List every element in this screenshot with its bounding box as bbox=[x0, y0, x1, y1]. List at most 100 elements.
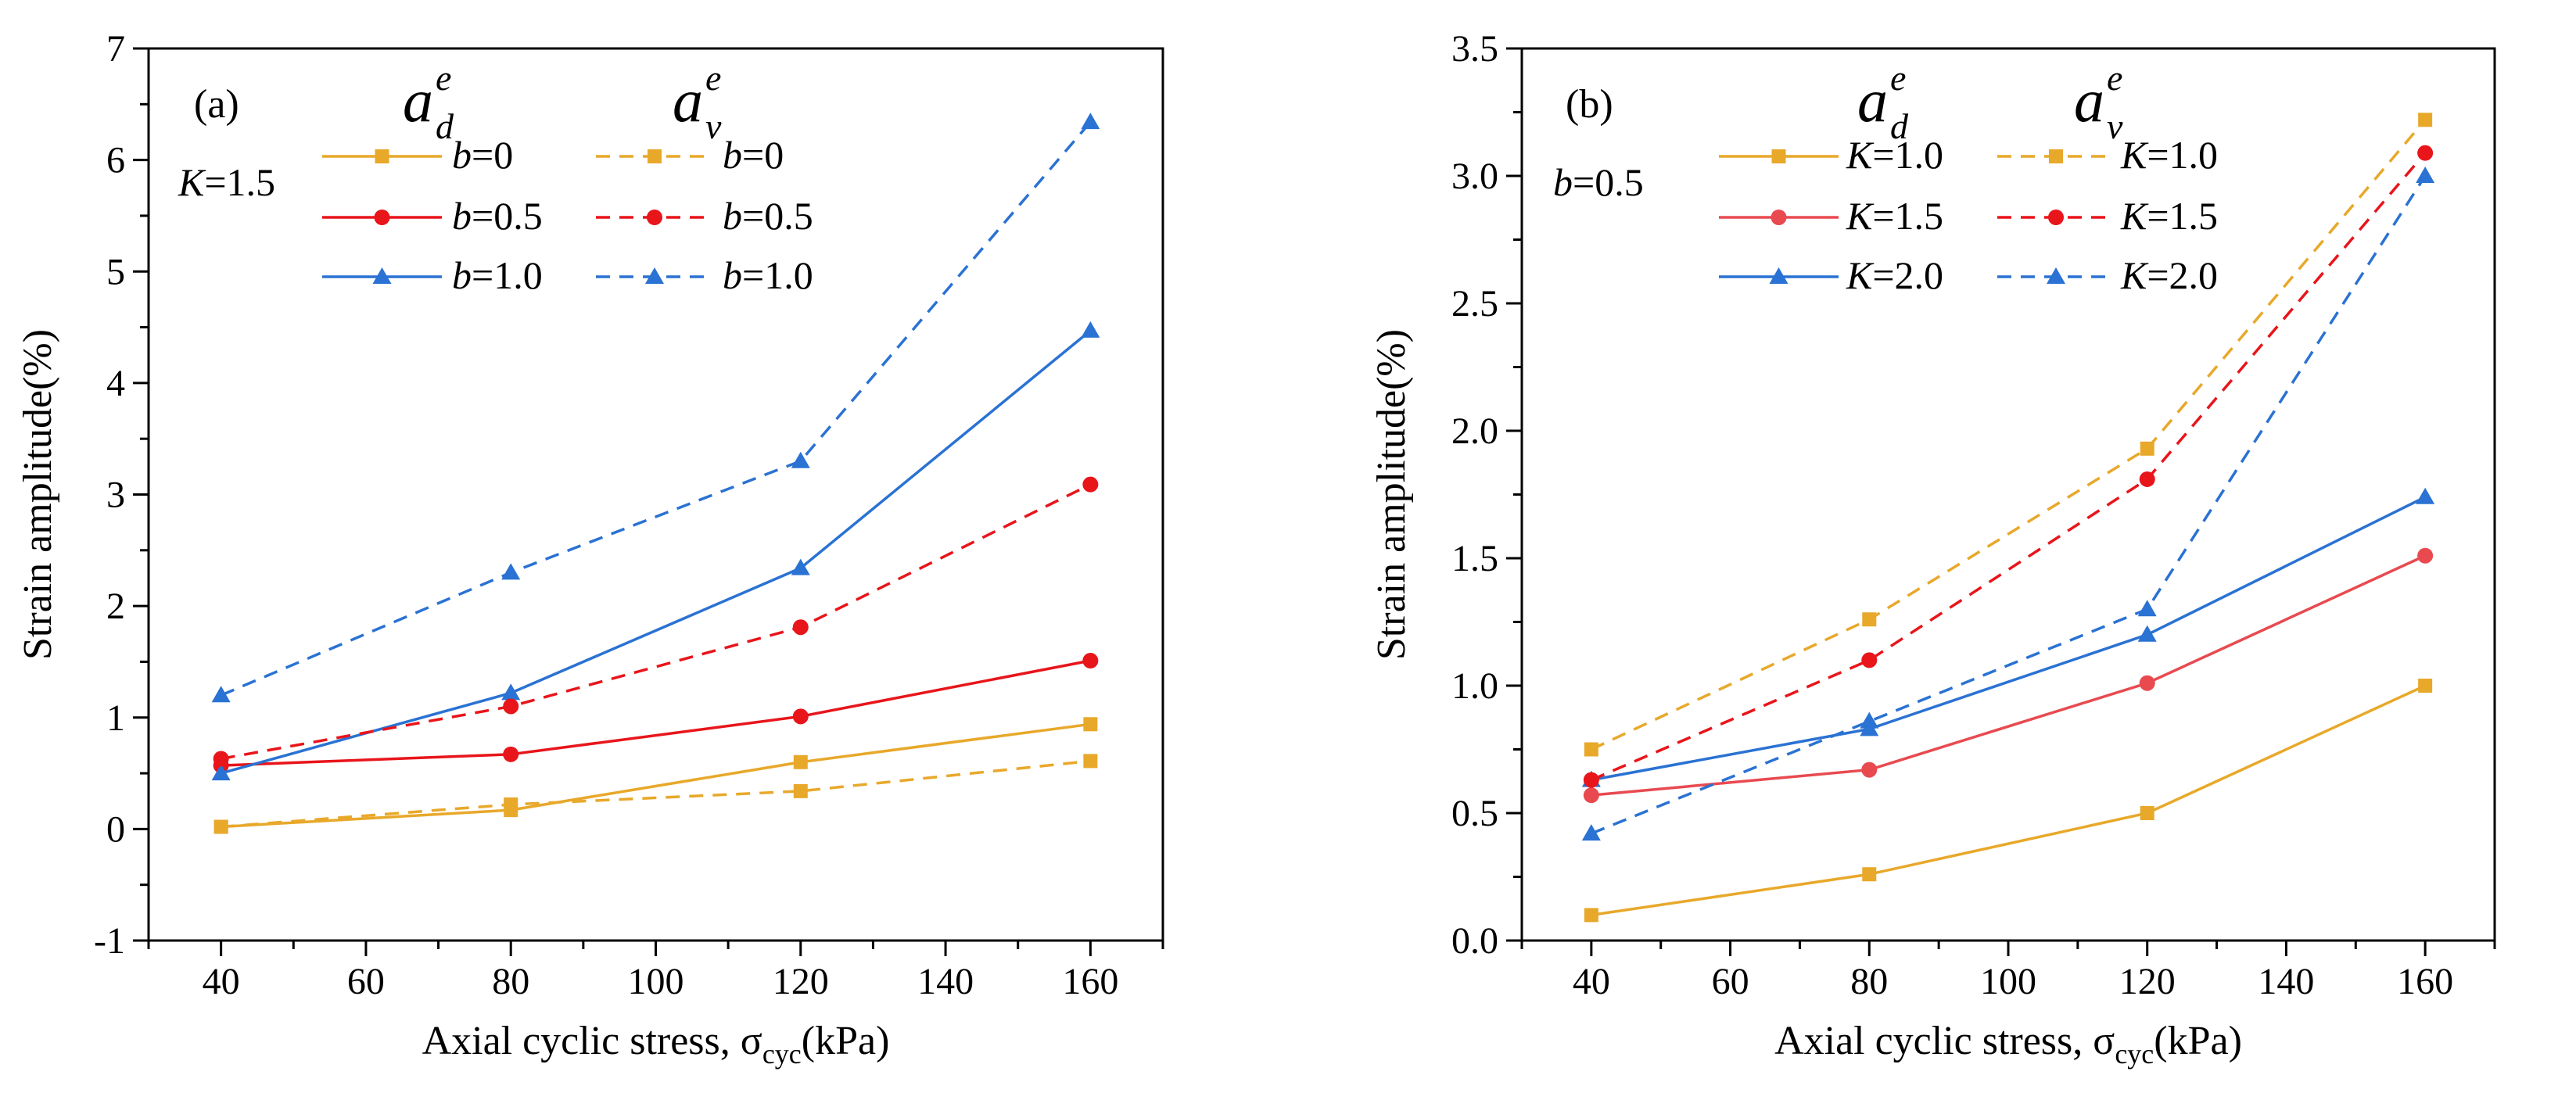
legend-header-1: a ed bbox=[403, 58, 454, 146]
series-1 bbox=[1584, 679, 2433, 923]
y-axis-title: Strain amplitude(%) bbox=[16, 329, 60, 660]
data-point bbox=[1861, 652, 1878, 668]
data-point bbox=[504, 797, 518, 812]
legend-entry: b=1.0 bbox=[322, 253, 543, 297]
data-point bbox=[2139, 675, 2155, 691]
legend-entry: b=0.5 bbox=[322, 194, 543, 238]
data-point bbox=[1581, 824, 1601, 841]
series-line bbox=[1591, 684, 2426, 917]
legend-marker bbox=[647, 210, 662, 225]
y-tick-label: 2.5 bbox=[1451, 283, 1498, 324]
header-subscript: d bbox=[1890, 106, 1909, 146]
data-point bbox=[211, 764, 231, 781]
series-line bbox=[221, 483, 1092, 761]
legend-entry: K=1.5 bbox=[1719, 194, 1943, 238]
chart-panel-2: 40 60 80 100 120 140 160 0.0 0.5 1.0 1.5 2.0 2.5 3.0 3… bbox=[1369, 28, 2496, 1070]
series-line bbox=[1591, 496, 2426, 782]
legend-label: K=1.0 bbox=[1846, 133, 1943, 177]
legend-marker bbox=[374, 210, 390, 225]
y-tick-label: 3 bbox=[106, 475, 125, 516]
data-point bbox=[501, 683, 521, 701]
data-point bbox=[793, 754, 808, 769]
header-symbol: a bbox=[1857, 66, 1888, 134]
y-tick-label: 4 bbox=[106, 363, 125, 404]
parameter-note: K=1.5 bbox=[178, 160, 275, 204]
x-tick-label: 80 bbox=[492, 961, 529, 1002]
header-superscript: e bbox=[436, 58, 451, 98]
data-point bbox=[792, 619, 809, 636]
legend-marker bbox=[645, 267, 664, 284]
panel-label: (b) bbox=[1566, 82, 1613, 127]
y-tick-label: 1.5 bbox=[1451, 538, 1498, 579]
legend-marker bbox=[2048, 210, 2064, 225]
legend-label: K=1.5 bbox=[2120, 194, 2218, 238]
data-point bbox=[1583, 772, 1599, 788]
plot-frame bbox=[1520, 47, 2496, 942]
legend-label: K=2.0 bbox=[1846, 253, 1943, 297]
data-point bbox=[1083, 754, 1098, 769]
legend-entry: b=0 bbox=[596, 133, 784, 177]
y-tick-label: 6 bbox=[106, 140, 125, 181]
y-tick-label: 0 bbox=[106, 808, 125, 850]
x-tick-label: 160 bbox=[1062, 961, 1118, 1002]
header-superscript: e bbox=[705, 58, 721, 98]
x-tick-label: 100 bbox=[1980, 961, 2036, 1002]
plot-frame bbox=[147, 47, 1164, 942]
series-line bbox=[220, 120, 1092, 697]
series-5 bbox=[213, 476, 1099, 767]
chart-panel-1: 40 60 80 100 120 140 160 -1 0 1 2 3 4 5 6 7 Axial cyclic… bbox=[16, 28, 1164, 1070]
x-axis-title: Axial cyclic stress, σcyc(kPa) bbox=[1774, 1019, 2242, 1070]
x-tick-label: 40 bbox=[1573, 961, 1610, 1002]
series-3 bbox=[211, 321, 1100, 781]
data-point bbox=[1862, 867, 1877, 882]
series-line bbox=[1591, 119, 2427, 751]
x-tick-label: 160 bbox=[2397, 961, 2453, 1002]
data-point bbox=[1860, 711, 1879, 729]
data-point bbox=[2417, 145, 2434, 161]
legend-marker bbox=[372, 267, 392, 284]
series-line bbox=[221, 329, 1092, 775]
x-tick-label: 100 bbox=[628, 961, 684, 1002]
data-point bbox=[2139, 471, 2155, 487]
y-tick-label: 0.0 bbox=[1451, 920, 1498, 962]
legend-label: b=0 bbox=[723, 133, 784, 177]
data-point bbox=[2140, 441, 2154, 456]
header-symbol: a bbox=[2074, 66, 2104, 134]
series-5 bbox=[1583, 145, 2434, 788]
x-tick-label: 80 bbox=[1850, 961, 1888, 1002]
header-superscript: e bbox=[1890, 58, 1906, 98]
legend-marker bbox=[375, 149, 389, 163]
legend-header-2: a ev bbox=[673, 58, 722, 146]
series-line bbox=[1591, 175, 2427, 835]
legend-label: b=1.0 bbox=[723, 253, 813, 297]
series-2 bbox=[213, 653, 1099, 774]
x-tick-label: 60 bbox=[347, 961, 385, 1002]
data-point bbox=[1082, 476, 1099, 493]
series-line bbox=[1591, 554, 2426, 797]
legend-label: b=0.5 bbox=[452, 194, 543, 238]
legend-entry: b=0.5 bbox=[596, 194, 813, 238]
y-tick-label: 2.0 bbox=[1451, 410, 1498, 452]
data-point bbox=[793, 783, 808, 798]
data-point bbox=[2418, 679, 2433, 693]
data-point bbox=[1583, 787, 1599, 804]
legend-label: b=0.5 bbox=[723, 194, 813, 238]
series-line bbox=[221, 659, 1091, 767]
y-tick-label: -1 bbox=[94, 920, 125, 962]
data-point bbox=[2140, 806, 2154, 820]
data-point bbox=[1584, 908, 1598, 923]
header-symbol: a bbox=[403, 66, 433, 134]
x-tick-label: 140 bbox=[917, 961, 974, 1002]
legend-entry: b=1.0 bbox=[596, 253, 813, 297]
data-point bbox=[2416, 487, 2435, 504]
y-tick-label: 7 bbox=[106, 28, 125, 70]
data-point bbox=[1584, 742, 1598, 757]
data-point bbox=[791, 558, 810, 575]
data-point bbox=[2137, 600, 2157, 617]
header-symbol: a bbox=[673, 66, 703, 134]
series-line bbox=[221, 759, 1091, 829]
legend-entry: K=2.0 bbox=[1997, 253, 2218, 297]
y-tick-label: 3.5 bbox=[1451, 28, 1498, 70]
data-point bbox=[1861, 762, 1878, 778]
